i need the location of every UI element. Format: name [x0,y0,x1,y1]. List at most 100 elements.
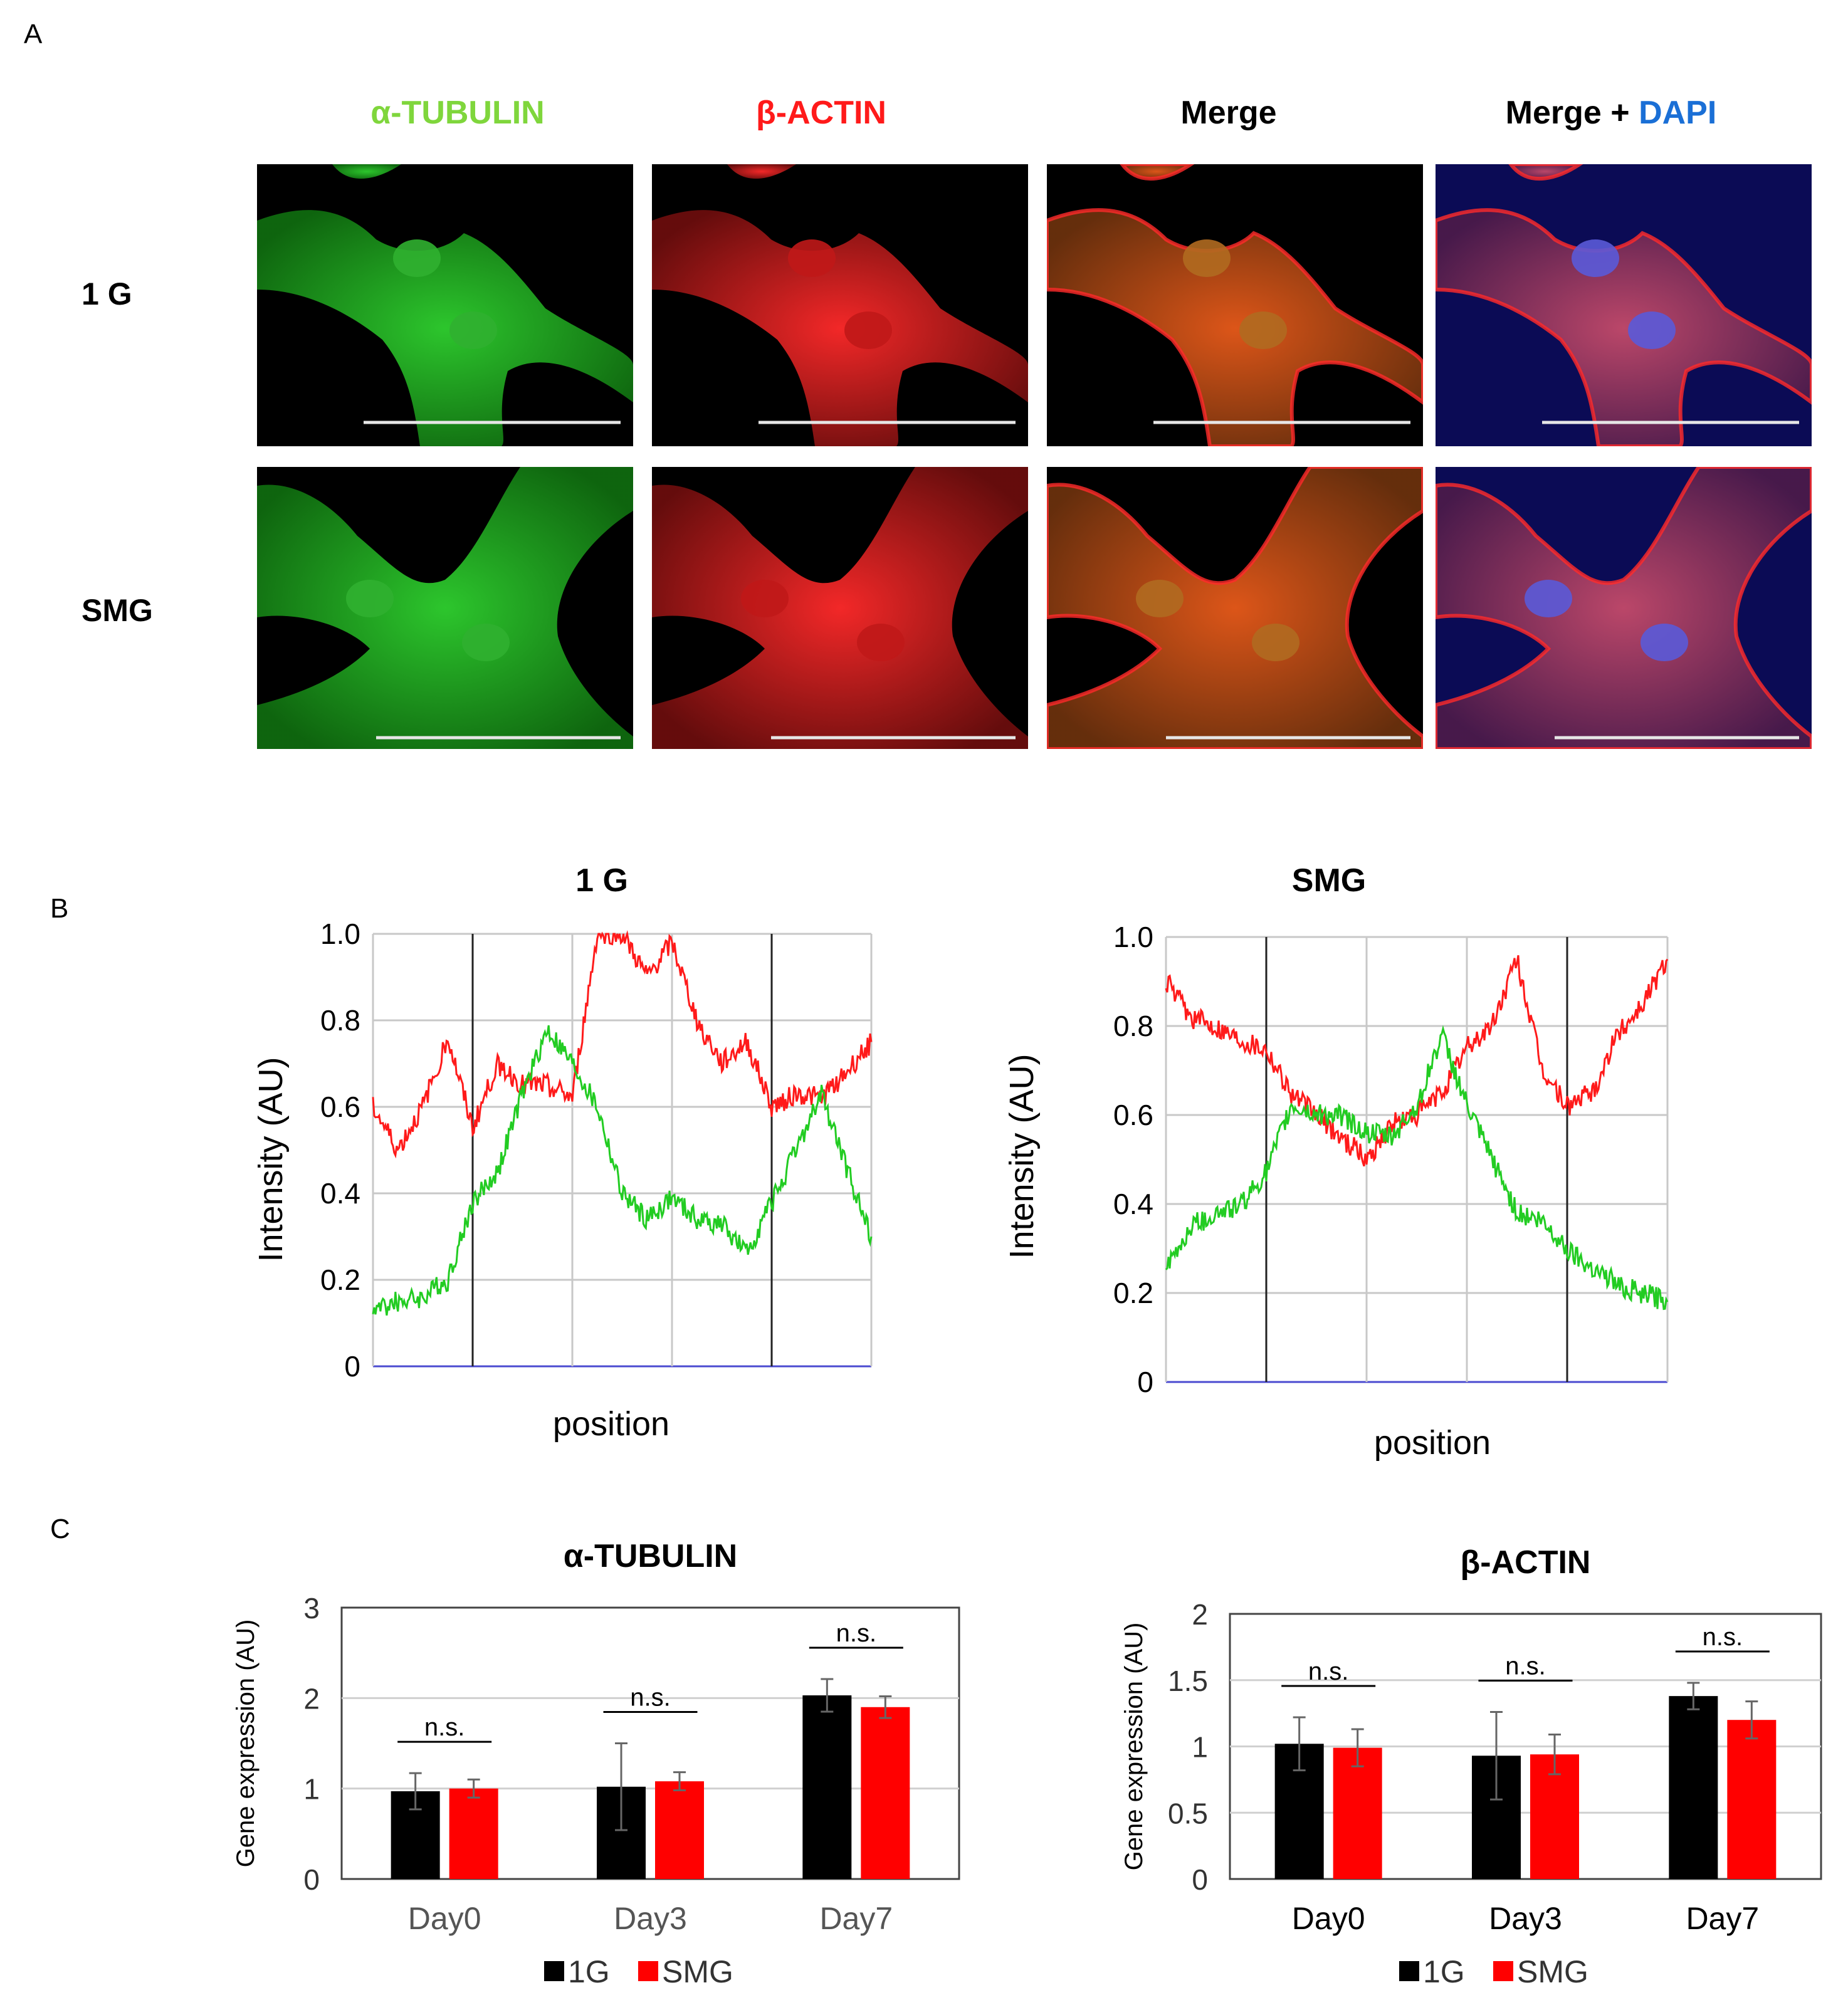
error-bar [879,1695,892,1719]
row-label-smg: SMG [81,593,153,628]
bar-ytick-label: 2 [303,1682,320,1715]
error-bar [1293,1716,1306,1772]
bar-category-label: Day7 [819,1901,893,1936]
bar-smg-day0 [449,1788,498,1879]
bar-chart-actin: 0 0.5 1 1.5 2 β-ACTIN Gene expression (AU) Day0… [1120,1544,1822,1989]
micrograph-smg-merge [1047,467,1423,749]
profile-xlabel-smg: position [1374,1424,1491,1462]
profile-ytick-label: 0 [1137,1366,1153,1398]
profile-ytick-label: 0 [344,1350,360,1383]
column-header-merge: Merge [1180,95,1277,131]
error-bar [1687,1682,1700,1710]
error-bar [1548,1733,1561,1776]
error-bar [1745,1700,1758,1740]
legend-swatch-1g [1399,1961,1419,1981]
profile-ytick-label: 1.0 [1113,921,1153,953]
profile-line-actin [1165,955,1669,1167]
profile-ytick-label: 0.4 [1113,1188,1153,1220]
profile-ytick-label: 0.6 [1113,1099,1153,1131]
profile-line-actin [372,930,873,1159]
panel-c-label: C [50,1514,70,1544]
significance-label: n.s. [1308,1658,1348,1685]
error-bar [1351,1728,1364,1767]
profile-ylabel-smg: Intensity (AU) [1003,1054,1041,1259]
micrograph-smg-red [652,467,1028,749]
bar-1g-day7 [1669,1696,1718,1879]
bar-chart-tubulin: 0 1 2 3 α-TUBULIN Gene expression (AU) Day0 n.s… [232,1538,960,1989]
micrograph-1g-merge [1047,164,1423,446]
bar-category-label: Day0 [408,1901,481,1936]
legend-label-1g: 1G [1423,1954,1465,1989]
dapi-label: DAPI [1639,95,1717,131]
bar-smg-day3 [655,1781,704,1879]
error-bar [615,1742,627,1831]
bar-ylabel: Gene expression (AU) [232,1620,260,1868]
profile-title-smg: SMG [1291,862,1367,899]
bar-ytick-label: 1.5 [1168,1665,1208,1697]
bar-ytick-label: 1 [303,1773,320,1806]
intensity-profile-1g: 0 0.2 0.4 0.6 0.8 1.0 [320,918,873,1383]
error-bar [467,1778,480,1799]
bar-chart-title: β-ACTIN [1461,1544,1591,1581]
micrograph-1g-green [257,164,633,446]
bar-chart-frame [340,1606,960,1880]
profile-ytick-label: 0.8 [320,1004,360,1037]
significance-label: n.s. [1703,1623,1743,1651]
bar-smg-day7 [1727,1720,1777,1879]
bar-ytick-label: 1 [1192,1731,1208,1764]
bar-ytick-label: 2 [1192,1598,1208,1631]
profile-ytick-label: 0.4 [320,1177,360,1210]
significance-label: n.s. [1505,1653,1545,1680]
legend-swatch-smg [638,1961,658,1981]
micrograph-1g-merge-dapi [1436,164,1812,446]
profile-ytick-label: 0.8 [1113,1010,1153,1042]
bar-category-label: Day3 [1489,1901,1562,1936]
legend-label-smg: SMG [662,1954,733,1989]
bar-ytick-label: 0.5 [1168,1797,1208,1829]
error-bar [1490,1711,1503,1801]
bar-ytick-label: 0 [1192,1863,1208,1896]
significance-label: n.s. [424,1714,465,1741]
bar-smg-day0 [1333,1747,1382,1879]
significance-label: n.s. [836,1620,876,1647]
bar-category-label: Day3 [614,1901,687,1936]
profile-ytick-label: 1.0 [320,918,360,950]
error-bar [673,1771,686,1792]
row-label-1g: 1 G [81,276,132,311]
profile-ytick-label: 0.2 [1113,1277,1153,1309]
bar-ylabel: Gene expression (AU) [1120,1623,1148,1871]
micrograph-smg-green [257,467,633,749]
profile-ytick-label: 0.2 [320,1264,360,1296]
significance-label: n.s. [630,1684,670,1712]
intensity-profile-smg: 0 0.2 0.4 0.6 0.8 1.0 [1113,921,1669,1398]
micrograph-smg-merge-dapi [1436,467,1812,749]
profile-xlabel-1g: position [553,1405,669,1443]
merge-prefix: Merge + [1505,95,1639,131]
profile-line-tubulin [372,1025,873,1316]
panel-b-label: B [50,893,69,924]
profile-title-1g: 1 G [575,862,628,899]
error-bar [821,1678,834,1713]
column-header-merge-dapi: Merge + DAPI [1423,94,1799,132]
bar-ytick-label: 0 [303,1863,320,1896]
profile-ytick-label: 0.6 [320,1091,360,1123]
legend-label-smg: SMG [1517,1954,1588,1989]
profile-line-tubulin [1165,1025,1669,1311]
column-header-actin: β-ACTIN [756,95,886,131]
legend-swatch-1g [544,1961,564,1981]
bar-category-label: Day7 [1686,1901,1759,1936]
profile-ylabel-1g: Intensity (AU) [252,1057,290,1262]
panel-a-label: A [24,19,43,50]
bar-smg-day7 [861,1707,910,1879]
micrograph-1g-red [652,164,1028,446]
bar-1g-day7 [802,1695,852,1879]
column-header-tubulin: α-TUBULIN [370,95,545,131]
bar-category-label: Day0 [1292,1901,1365,1936]
error-bar [409,1772,422,1811]
bar-chart-title: α-TUBULIN [564,1538,737,1574]
bar-ytick-label: 3 [303,1592,320,1625]
legend-label-1g: 1G [568,1954,610,1989]
legend-swatch-smg [1493,1961,1513,1981]
